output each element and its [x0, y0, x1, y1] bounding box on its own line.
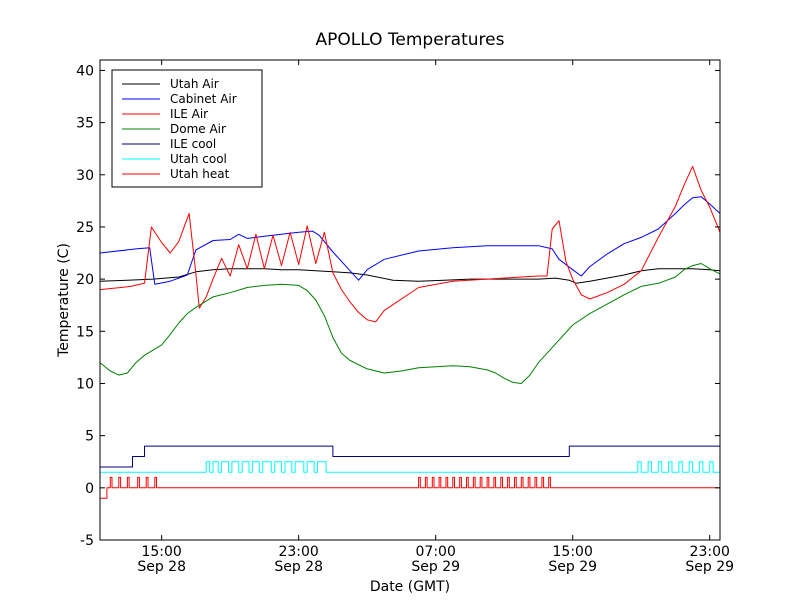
x-tick-label-date: Sep 29 [548, 559, 597, 575]
x-tick-label-time: 07:00 [416, 544, 456, 560]
y-tick-label: 35 [76, 116, 94, 132]
x-tick-label-time: 15:00 [553, 544, 593, 560]
x-tick-label-time: 23:00 [690, 544, 730, 560]
legend-label: Utah heat [170, 167, 230, 181]
y-axis-label: Temperature (C) [56, 243, 72, 358]
series-line-cabinet-air [100, 196, 720, 285]
y-tick-label: 40 [76, 63, 94, 79]
legend-label: ILE cool [170, 137, 216, 151]
series-line-ile-cool [100, 445, 720, 468]
series-line-utah-cool [100, 461, 720, 473]
legend-label: Cabinet Air [170, 92, 237, 106]
legend-label: Utah Air [170, 77, 219, 91]
y-tick-label: 15 [76, 324, 94, 340]
x-axis-label: Date (GMT) [370, 579, 450, 595]
y-tick-label: 25 [76, 220, 94, 236]
y-tick-label: 20 [76, 272, 94, 288]
series-line-utah-air [100, 268, 720, 284]
legend-label: Utah cool [170, 152, 227, 166]
y-tick-label: 30 [76, 168, 94, 184]
x-tick-label-time: 15:00 [141, 544, 181, 560]
series-line-utah-heat [100, 476, 720, 499]
plot-frame [99, 59, 721, 541]
y-tick-label: 10 [76, 376, 94, 392]
legend-label: Dome Air [170, 122, 226, 136]
x-tick-label-date: Sep 29 [685, 559, 734, 575]
series-line-ile-air [100, 165, 720, 323]
x-tick-label-time: 23:00 [278, 544, 318, 560]
chart-title: APOLLO Temperatures [316, 30, 505, 50]
x-tick-label-date: Sep 28 [274, 559, 323, 575]
y-tick-label: 5 [85, 429, 94, 445]
y-tick-label: 0 [85, 481, 94, 497]
series-line-dome-air [100, 263, 720, 384]
plot-area [100, 165, 720, 499]
y-tick-label: -5 [80, 533, 94, 549]
x-tick-label-date: Sep 28 [137, 559, 186, 575]
legend-label: ILE Air [170, 107, 208, 121]
x-tick-label-date: Sep 29 [411, 559, 460, 575]
